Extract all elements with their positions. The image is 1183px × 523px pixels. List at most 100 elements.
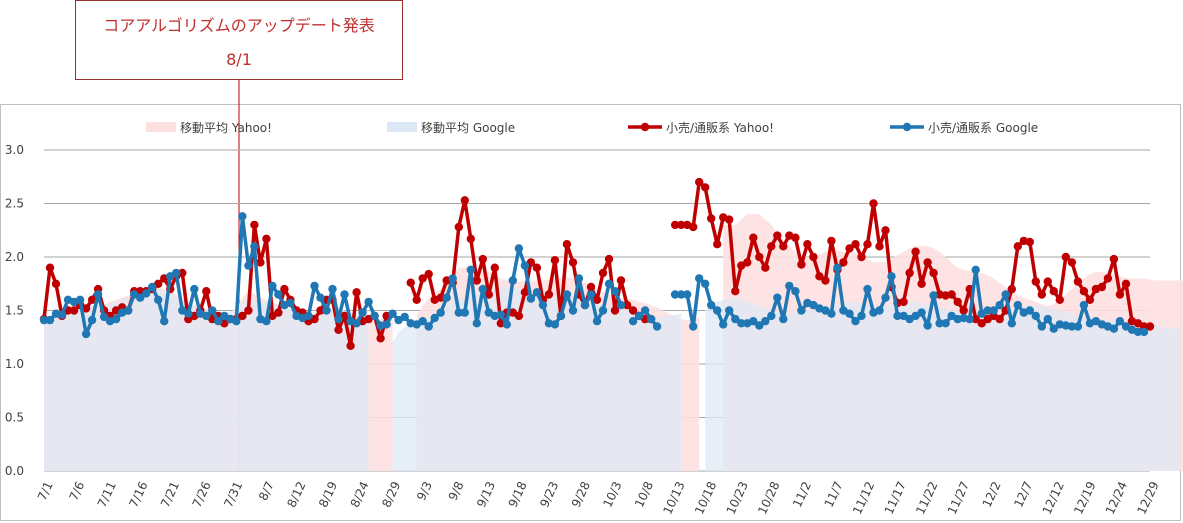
point-retail-yahoo	[616, 276, 626, 285]
point-retail-google	[857, 311, 866, 321]
point-retail-yahoo	[743, 258, 752, 267]
point-retail-google	[1025, 306, 1035, 315]
point-retail-google	[93, 290, 103, 299]
legend-retail-google-label: 小売/通販系 Google	[928, 120, 1038, 135]
x-tick-label: 8/7	[256, 479, 277, 502]
point-retail-google	[268, 281, 277, 291]
point-retail-google	[1049, 324, 1059, 333]
point-retail-google	[514, 244, 524, 253]
x-tick-label: 10/13	[660, 479, 687, 516]
point-retail-yahoo	[490, 263, 499, 272]
point-retail-yahoo	[821, 276, 830, 285]
point-retail-yahoo	[1085, 295, 1095, 304]
x-tick-label: 11/2	[790, 479, 814, 509]
y-tick-label: 0.0	[5, 464, 24, 478]
point-retail-yahoo	[250, 220, 259, 230]
point-retail-google	[785, 281, 794, 291]
point-retail-google	[646, 314, 656, 324]
point-retail-google	[160, 317, 169, 326]
x-tick-label: 9/28	[569, 479, 593, 509]
point-retail-google	[532, 288, 542, 297]
point-retail-google	[713, 306, 722, 315]
point-retail-google	[1067, 322, 1077, 331]
point-retail-yahoo	[1061, 252, 1071, 262]
x-tick-label: 11/12	[850, 479, 877, 516]
point-retail-google	[725, 306, 734, 315]
point-retail-google	[887, 272, 896, 281]
point-retail-google	[388, 309, 397, 318]
point-retail-google	[286, 298, 295, 308]
point-retail-yahoo	[454, 222, 463, 232]
point-retail-google	[1043, 314, 1053, 324]
annotation-date: 8/1	[226, 50, 252, 69]
point-retail-yahoo	[1007, 284, 1016, 294]
y-axis-tick-labels: 0.0 0.5 1.0 1.5 2.0 2.5 3.0	[5, 143, 24, 478]
area-moving-average-google	[44, 289, 369, 471]
area-series	[44, 214, 1183, 471]
point-retail-yahoo	[532, 263, 542, 272]
point-retail-google	[1001, 290, 1010, 299]
point-retail-yahoo	[1049, 287, 1059, 296]
point-retail-yahoo	[544, 290, 554, 299]
point-retail-yahoo	[905, 268, 914, 278]
point-retail-google	[640, 306, 650, 315]
point-retail-yahoo	[1067, 258, 1077, 267]
line-series	[39, 177, 1155, 350]
point-retail-yahoo	[418, 274, 427, 283]
x-tick-label: 7/1	[35, 479, 56, 502]
point-retail-google	[520, 261, 530, 270]
x-tick-label: 9/13	[474, 479, 498, 509]
x-tick-label: 11/17	[882, 479, 909, 516]
point-retail-yahoo	[731, 287, 740, 296]
point-retail-yahoo	[334, 325, 343, 334]
x-tick-label: 7/21	[158, 479, 182, 509]
point-retail-google	[917, 308, 926, 317]
point-retail-google	[172, 268, 181, 278]
point-retail-google	[568, 306, 578, 315]
x-tick-label: 10/23	[724, 479, 751, 516]
point-retail-yahoo	[568, 258, 578, 267]
x-tick-label: 7/11	[95, 479, 119, 509]
point-retail-google	[965, 314, 974, 324]
point-retail-yahoo	[1055, 295, 1065, 304]
point-retail-google	[851, 317, 860, 326]
point-retail-google	[628, 317, 638, 326]
legend-moving-average-yahoo-label: 移動平均 Yahoo!	[180, 121, 272, 135]
point-retail-yahoo	[809, 252, 818, 262]
point-retail-google	[81, 329, 91, 339]
point-retail-yahoo	[238, 311, 247, 321]
y-tick-label: 2.0	[5, 250, 24, 264]
point-retail-google	[1133, 327, 1143, 337]
point-retail-google	[184, 309, 193, 318]
x-tick-label: 11/27	[945, 479, 972, 516]
point-retail-yahoo	[352, 288, 361, 297]
point-retail-yahoo	[971, 314, 980, 324]
point-retail-google	[340, 290, 349, 299]
point-retail-google	[57, 310, 67, 319]
point-retail-google	[719, 320, 728, 329]
point-retail-google	[334, 314, 343, 324]
point-retail-google	[863, 284, 872, 294]
point-retail-yahoo	[797, 260, 806, 269]
annotation-title: コアアルゴリズムのアップデート発表	[103, 16, 375, 35]
point-retail-yahoo	[767, 242, 776, 251]
point-retail-yahoo	[1031, 277, 1041, 286]
point-retail-google	[214, 317, 223, 326]
point-retail-google	[1139, 327, 1149, 337]
point-retail-yahoo	[773, 231, 782, 240]
point-retail-google	[454, 308, 463, 317]
point-retail-google	[1073, 322, 1083, 331]
point-retail-google	[767, 311, 776, 321]
point-retail-yahoo	[701, 183, 710, 192]
point-retail-google	[87, 315, 97, 325]
point-retail-yahoo	[911, 247, 920, 256]
legend-retail-yahoo-label: 小売/通販系 Yahoo!	[666, 120, 774, 135]
x-tick-label: 12/19	[1071, 479, 1098, 516]
point-retail-google	[1031, 311, 1041, 321]
point-retail-google	[1037, 322, 1047, 331]
point-retail-google	[707, 300, 716, 310]
point-retail-google	[250, 242, 259, 251]
point-retail-yahoo	[695, 177, 704, 187]
point-retail-google	[508, 276, 517, 285]
point-retail-google	[496, 310, 505, 319]
